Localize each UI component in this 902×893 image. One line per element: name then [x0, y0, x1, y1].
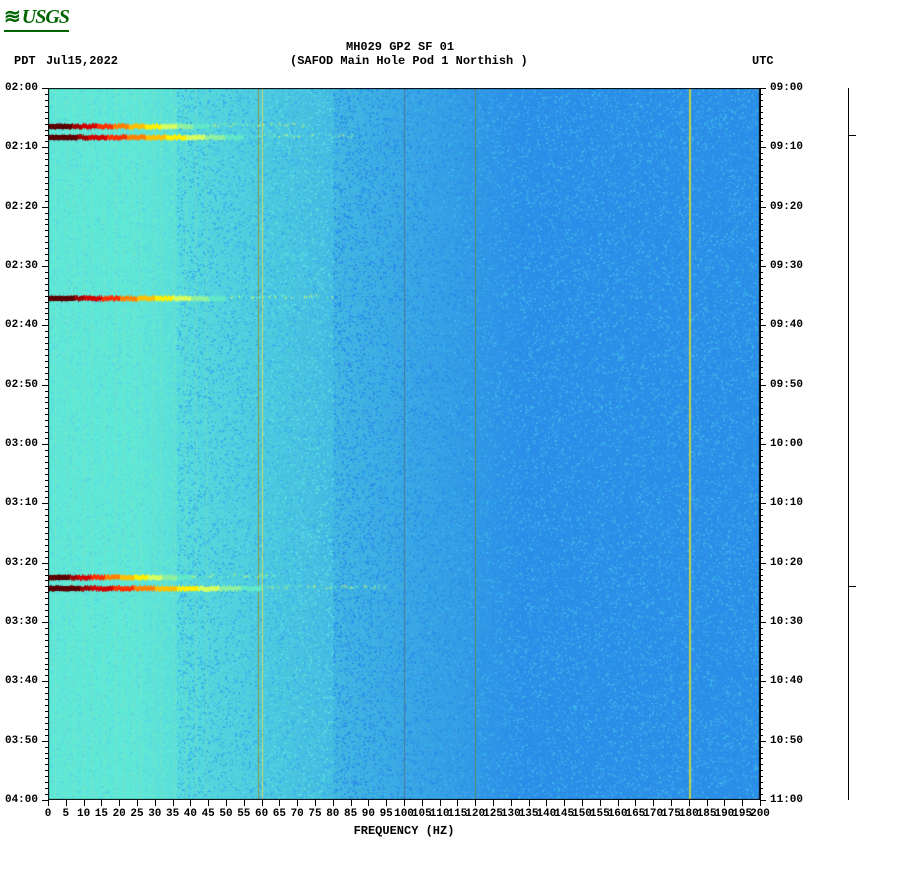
tz-right-label: UTC: [752, 54, 774, 68]
ytick-left-label: 04:00: [5, 794, 38, 806]
plot-title-1: MH029 GP2 SF 01: [346, 40, 454, 54]
ytick-left-label: 03:10: [5, 497, 38, 509]
ytick-left-label: 02:50: [5, 379, 38, 391]
ytick-left-label: 03:50: [5, 735, 38, 747]
usgs-logo: USGS: [4, 4, 69, 32]
date-label: Jul15,2022: [46, 54, 118, 68]
ytick-right-label: 09:20: [770, 201, 803, 213]
ytick-left-label: 02:40: [5, 319, 38, 331]
xtick-label: 35: [166, 808, 179, 820]
xtick-label: 80: [326, 808, 339, 820]
ytick-left-label: 02:30: [5, 260, 38, 272]
ytick-right-label: 10:40: [770, 675, 803, 687]
xtick-label: 60: [255, 808, 268, 820]
y-axis-right: 09:0009:1009:2009:3009:4009:5010:0010:10…: [760, 88, 808, 800]
xtick-label: 55: [237, 808, 250, 820]
xtick-label: 90: [362, 808, 375, 820]
xtick-label: 75: [308, 808, 321, 820]
ytick-left-label: 03:40: [5, 675, 38, 687]
ytick-right-label: 09:30: [770, 260, 803, 272]
ytick-left-label: 02:20: [5, 201, 38, 213]
ytick-left-label: 02:10: [5, 141, 38, 153]
xtick-label: 85: [344, 808, 357, 820]
ytick-right-label: 10:10: [770, 497, 803, 509]
x-axis-title: FREQUENCY (HZ): [48, 824, 760, 838]
ytick-right-label: 09:40: [770, 319, 803, 331]
xtick-label: 10: [77, 808, 90, 820]
xtick-label: 20: [113, 808, 126, 820]
y-axis-left: 02:0002:1002:2002:3002:4002:5003:0003:10…: [0, 88, 48, 800]
ytick-left-label: 02:00: [5, 82, 38, 94]
xtick-label: 25: [130, 808, 143, 820]
ytick-right-label: 09:10: [770, 141, 803, 153]
ytick-left-label: 03:00: [5, 438, 38, 450]
xtick-label: 0: [45, 808, 52, 820]
ytick-left-label: 03:20: [5, 557, 38, 569]
spectrogram-canvas: [48, 88, 760, 800]
xtick-label: 40: [184, 808, 197, 820]
xtick-label: 45: [202, 808, 215, 820]
side-ruler: [848, 88, 863, 800]
xtick-label: 15: [95, 808, 108, 820]
ytick-right-label: 10:00: [770, 438, 803, 450]
xtick-label: 70: [291, 808, 304, 820]
spectrogram-plot: [48, 88, 760, 800]
xtick-label: 95: [380, 808, 393, 820]
ytick-right-label: 10:20: [770, 557, 803, 569]
ytick-right-label: 09:00: [770, 82, 803, 94]
x-axis: FREQUENCY (HZ) 05 10 15 20 25 30 35 40 45 50 55 60 6…: [48, 800, 760, 850]
xtick-label: 50: [219, 808, 232, 820]
xtick-label: 30: [148, 808, 161, 820]
ytick-right-label: 10:50: [770, 735, 803, 747]
ytick-right-label: 09:50: [770, 379, 803, 391]
tz-left-label: PDT: [14, 54, 36, 68]
ytick-right-label: 11:00: [770, 794, 803, 806]
ytick-left-label: 03:30: [5, 616, 38, 628]
ytick-right-label: 10:30: [770, 616, 803, 628]
plot-title-2: (SAFOD Main Hole Pod 1 Northish ): [290, 54, 528, 68]
xtick-label: 200: [750, 808, 770, 820]
xtick-label: 65: [273, 808, 286, 820]
xtick-label: 5: [62, 808, 69, 820]
